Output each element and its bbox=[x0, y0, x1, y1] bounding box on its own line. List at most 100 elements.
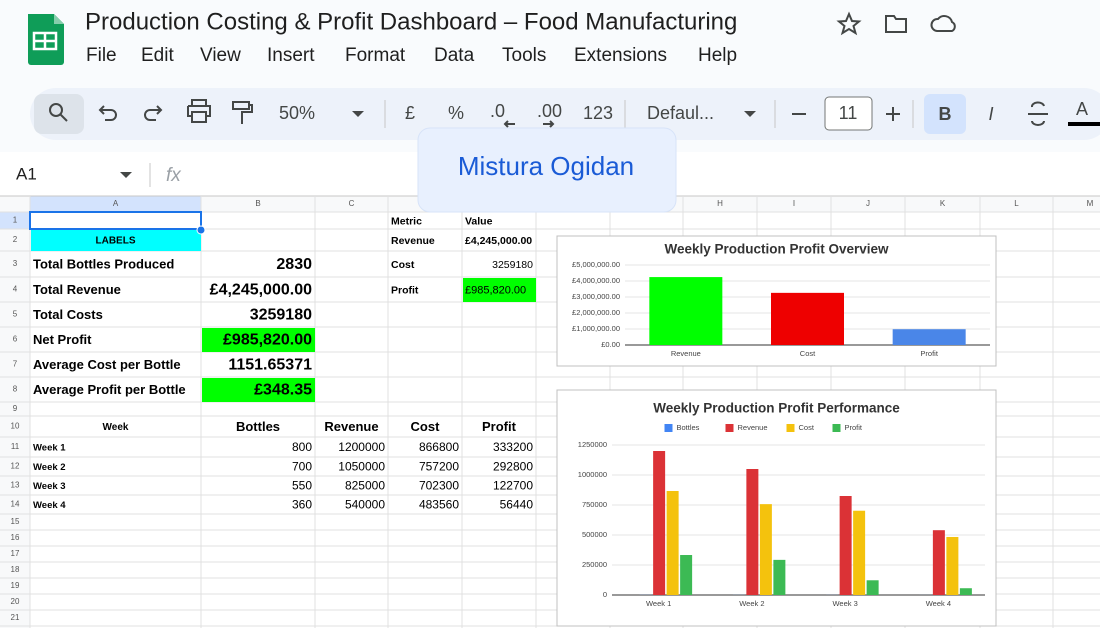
redo-icon[interactable] bbox=[144, 105, 163, 121]
zoom[interactable]: 50% bbox=[279, 103, 315, 123]
cell-text: 2830 bbox=[276, 256, 312, 273]
column-header: I bbox=[793, 199, 795, 208]
cell-text: 702300 bbox=[419, 479, 459, 493]
x-tick-label: Week 3 bbox=[832, 599, 857, 608]
increase-decimal[interactable]: .00 bbox=[537, 101, 562, 121]
menu-item[interactable]: View bbox=[200, 45, 241, 66]
cell-text: 550 bbox=[292, 479, 312, 493]
cell-text: 700 bbox=[292, 460, 312, 474]
cell-fill bbox=[463, 278, 536, 302]
font-size[interactable]: 11 bbox=[839, 103, 858, 123]
search-button[interactable] bbox=[34, 94, 84, 134]
row-header: 8 bbox=[13, 385, 18, 394]
cell-text: Bottles bbox=[236, 419, 280, 434]
italic[interactable]: I bbox=[988, 104, 993, 124]
name-box[interactable]: A1 bbox=[16, 164, 37, 183]
number-format[interactable]: 123 bbox=[583, 103, 613, 123]
legend-label: Revenue bbox=[738, 423, 768, 432]
cloud-icon[interactable] bbox=[930, 15, 956, 32]
column-header: A bbox=[113, 199, 119, 208]
column-header: C bbox=[349, 199, 355, 208]
currency-format[interactable]: £ bbox=[405, 103, 415, 123]
y-tick-label: £1,000,000.00 bbox=[572, 324, 620, 333]
font-dropdown[interactable] bbox=[744, 111, 756, 117]
y-tick-label: £3,000,000.00 bbox=[572, 292, 620, 301]
active-column-header bbox=[30, 196, 201, 212]
font-family[interactable]: Defaul... bbox=[647, 103, 714, 123]
cell-text: Total Bottles Produced bbox=[33, 256, 174, 271]
menu-item[interactable]: Tools bbox=[502, 45, 546, 66]
menu-item[interactable]: Extensions bbox=[574, 45, 667, 66]
column-header: M bbox=[1087, 199, 1094, 208]
bold[interactable]: B bbox=[939, 104, 952, 124]
cell-text: 122700 bbox=[493, 479, 533, 493]
x-tick-label: Week 1 bbox=[646, 599, 671, 608]
bar bbox=[839, 496, 852, 595]
sheets-logo[interactable] bbox=[28, 14, 64, 65]
menu-item[interactable]: Data bbox=[434, 45, 475, 66]
legend-label: Profit bbox=[845, 423, 863, 432]
menu-item[interactable]: Edit bbox=[141, 45, 174, 66]
print-icon[interactable] bbox=[187, 99, 211, 123]
cell-text: £348.35 bbox=[254, 382, 312, 399]
cell-text: £4,245,000.00 bbox=[465, 235, 532, 247]
cell-text: Week 3 bbox=[33, 481, 66, 492]
percent-format[interactable]: % bbox=[448, 103, 464, 123]
row-header: 3 bbox=[13, 259, 18, 268]
text-color[interactable]: A bbox=[1076, 99, 1088, 119]
cell-text: Revenue bbox=[324, 419, 378, 434]
collaborator-tooltip bbox=[417, 127, 677, 213]
increase-size[interactable] bbox=[886, 107, 900, 121]
row-header: 20 bbox=[11, 597, 20, 606]
doc-title[interactable]: Production Costing & Profit Dashboard – … bbox=[85, 8, 737, 35]
row-header: 21 bbox=[11, 613, 20, 622]
cell-text: 360 bbox=[292, 498, 312, 512]
menu-item[interactable]: Format bbox=[345, 45, 406, 66]
x-tick-label: Cost bbox=[800, 349, 816, 358]
cell-fill bbox=[31, 230, 201, 251]
undo-icon[interactable] bbox=[98, 105, 117, 121]
name-box-dropdown[interactable] bbox=[120, 172, 132, 178]
row-header: 14 bbox=[11, 500, 20, 509]
selection-handle[interactable] bbox=[196, 225, 206, 235]
cell-text: Value bbox=[465, 215, 493, 227]
font-size-box[interactable] bbox=[824, 96, 873, 131]
column-header: L bbox=[1014, 199, 1019, 208]
row-header: 11 bbox=[11, 442, 20, 451]
row-header: 12 bbox=[11, 462, 20, 471]
cell-fill bbox=[202, 328, 315, 352]
row-header: 1 bbox=[13, 216, 18, 225]
search-icon bbox=[49, 103, 63, 117]
cell-text: Total Costs bbox=[33, 307, 103, 322]
y-tick-label: 0 bbox=[603, 590, 607, 599]
menu-item[interactable]: Insert bbox=[267, 45, 315, 66]
cell-text: Average Profit per Bottle bbox=[33, 382, 186, 397]
y-tick-label: 500000 bbox=[582, 530, 607, 539]
column-header: B bbox=[255, 199, 260, 208]
menu-item[interactable]: Help bbox=[698, 45, 737, 66]
star-icon[interactable] bbox=[836, 11, 862, 36]
text-color-bar bbox=[1068, 122, 1100, 126]
chart-title: Weekly Production Profit Performance bbox=[653, 401, 900, 416]
row-header: 9 bbox=[13, 404, 18, 413]
cell-text: Week 4 bbox=[33, 500, 66, 511]
cell-text: 3259180 bbox=[492, 259, 533, 271]
strikethrough[interactable] bbox=[1028, 101, 1048, 126]
menu-item[interactable]: File bbox=[86, 45, 117, 66]
row-header: 2 bbox=[13, 235, 18, 244]
bold-button[interactable] bbox=[924, 94, 966, 134]
row-header: 17 bbox=[11, 549, 20, 558]
search-icon-handle bbox=[59, 113, 68, 122]
paint-format-icon[interactable] bbox=[232, 101, 253, 124]
move-icon[interactable] bbox=[885, 15, 907, 33]
decrease-decimal[interactable]: .0 bbox=[490, 101, 505, 121]
cell-text: Net Profit bbox=[33, 332, 92, 347]
decrease-arrow bbox=[503, 120, 515, 128]
zoom-dropdown[interactable] bbox=[352, 111, 364, 117]
row-header: 10 bbox=[11, 422, 20, 431]
cell-text: 1151.65371 bbox=[228, 357, 312, 374]
bar bbox=[649, 277, 723, 345]
y-tick-label: £4,000,000.00 bbox=[572, 276, 620, 285]
column-header: K bbox=[940, 199, 946, 208]
chart-title: Weekly Production Profit Overview bbox=[664, 242, 889, 257]
